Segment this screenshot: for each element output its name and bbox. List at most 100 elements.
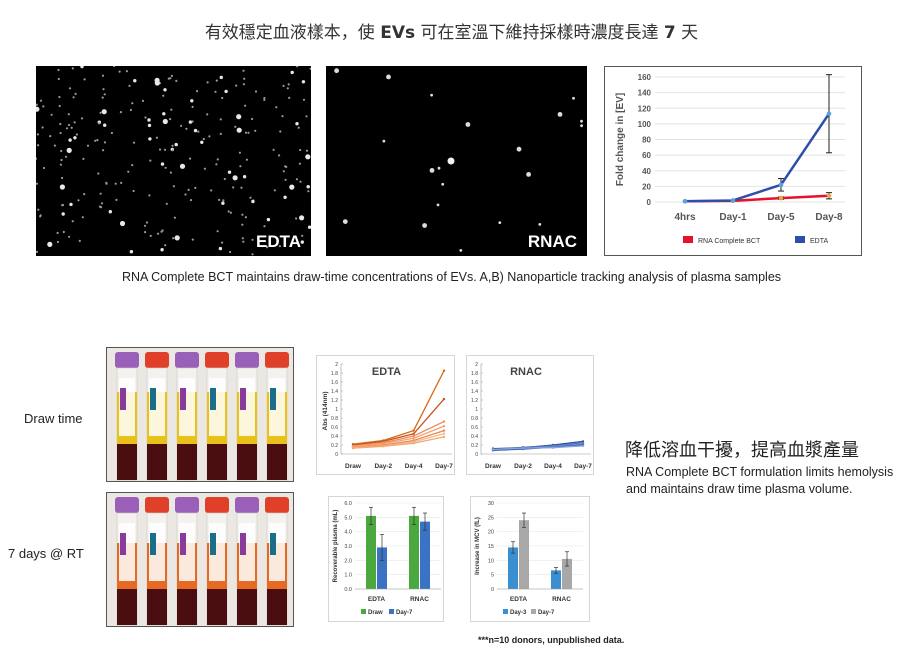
particle [263, 98, 266, 101]
particle [64, 155, 68, 158]
particle [94, 139, 97, 142]
tube-label-stripe [210, 388, 216, 410]
particle [215, 163, 218, 166]
tube-cap [175, 352, 199, 368]
y-tick-label: 2 [335, 362, 338, 368]
data-point [778, 195, 784, 201]
y-tick-label: 1.8 [471, 371, 478, 377]
particle [118, 70, 121, 73]
particle [251, 253, 254, 256]
y-tick-label: 100 [638, 120, 652, 129]
particle [161, 229, 164, 232]
legend-label: RNA Complete BCT [698, 238, 761, 245]
particle [73, 136, 77, 140]
particle [429, 168, 435, 173]
particle [214, 90, 217, 93]
particle [305, 115, 308, 118]
particle [80, 66, 84, 69]
particle [148, 137, 152, 141]
particle [60, 158, 63, 162]
data-point [442, 429, 446, 432]
title-days: 7 [663, 23, 676, 43]
particle [266, 246, 269, 249]
particle [236, 114, 242, 120]
y-tick-label: 0 [475, 452, 478, 458]
page-title: 有效穩定血液樣本，使 EVs 可在室溫下維持採樣時濃度長達 7 天 [0, 18, 903, 43]
particle [437, 166, 441, 170]
y-tick-label: 2.0 [344, 558, 352, 564]
edta-micrograph: EDTA [36, 66, 311, 256]
x-tick-label: Day-1 [719, 212, 747, 223]
tube-cells [147, 444, 167, 480]
particle [281, 115, 284, 118]
particle [295, 217, 298, 220]
particle [241, 223, 244, 226]
particle [241, 237, 244, 240]
particle [162, 94, 165, 97]
particle [295, 122, 299, 126]
particle [334, 68, 339, 74]
title-middle: 可在室溫下維持採樣時濃度長達 [415, 23, 664, 43]
particle [234, 125, 237, 128]
particle [285, 165, 288, 168]
x-tick-label: Day-2 [374, 463, 392, 470]
tube-cap [235, 352, 259, 368]
tube-cap [145, 352, 169, 368]
particle [251, 199, 255, 204]
figure-caption: RNA Complete BCT maintains draw-time con… [121, 270, 782, 284]
particle [133, 79, 137, 83]
tube-cap [265, 352, 289, 368]
particle [119, 111, 122, 114]
data-point [826, 111, 832, 117]
particle [73, 121, 76, 124]
particle [247, 131, 250, 134]
particle [99, 192, 102, 195]
tube-label-stripe [180, 533, 186, 555]
particle [299, 215, 305, 221]
particle [67, 123, 71, 127]
particle [96, 139, 99, 142]
chart-title: RNAC [510, 366, 542, 378]
x-tick-label: EDTA [510, 596, 528, 603]
y-tick-label: 80 [642, 136, 651, 145]
plasma-volume-chart: 0.0 1.0 2.0 3.0 4.0 5.0 6.0 Recoverable plasma … [328, 496, 444, 622]
particle [145, 221, 149, 224]
particle [162, 112, 166, 116]
particle [59, 131, 62, 135]
y-tick-label: 160 [638, 73, 652, 82]
particle [148, 194, 151, 197]
tube-label-stripe [150, 388, 156, 410]
particle [309, 67, 311, 70]
particle [224, 89, 228, 94]
particle [157, 232, 160, 235]
particle [275, 106, 278, 109]
y-axis-label: Increase in MCV (fL) [475, 517, 481, 575]
legend-label: Day-7 [396, 610, 413, 616]
particle [222, 199, 225, 202]
particle [243, 77, 246, 80]
particle [120, 181, 123, 184]
particle [236, 127, 242, 133]
legend-swatch [503, 609, 508, 614]
particle [572, 96, 575, 100]
x-tick-label: Draw [345, 463, 362, 470]
particle [191, 238, 194, 241]
data-point [412, 437, 415, 440]
particle [172, 237, 175, 240]
particle [97, 172, 100, 175]
particle [200, 140, 204, 144]
data-point [442, 435, 446, 439]
particle [101, 109, 107, 115]
particle [149, 159, 152, 162]
particle [60, 149, 63, 153]
particle [244, 216, 247, 219]
data-point [442, 432, 446, 435]
plasma-volume-plot: 0.0 1.0 2.0 3.0 4.0 5.0 6.0 Recoverable plasma … [333, 501, 441, 616]
particle [202, 137, 205, 141]
particle [128, 84, 131, 87]
particle [114, 182, 117, 185]
particle [273, 189, 276, 192]
data-point [551, 446, 555, 449]
data-point [412, 429, 415, 432]
tube-cells [147, 589, 167, 625]
